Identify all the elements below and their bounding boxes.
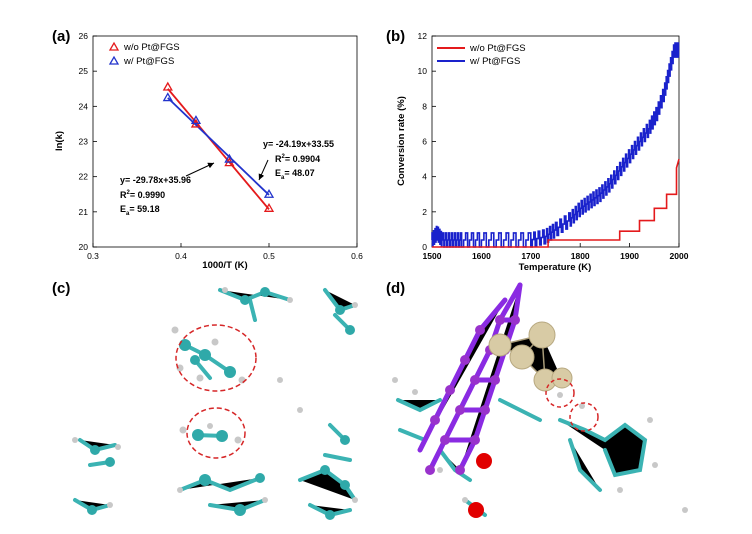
snapshot-d-pt-cluster [488,321,573,392]
chart-a: 20 21 22 23 24 25 26 0.3 0.4 0.5 0.6 1000/T (K) l… [54,31,363,271]
annotation-wo-arrow [185,162,215,177]
chart-b-xtick-label: 2000 [670,251,689,261]
fit-line-0 [167,88,270,210]
chart-b-xlabel: Temperature (K) [519,262,592,273]
legend-marker-w [108,55,120,65]
chart-a-ytick-label: 25 [79,66,89,76]
data-point-1 [190,115,202,125]
legend-label-w: w/ Pt@FGS [123,56,174,67]
legend-b-label-w: w/ Pt@FGS [469,56,520,67]
chart-b-xtick-label: 1700 [521,251,540,261]
chart-a-ytick-label: 24 [79,101,89,111]
chart-a-legend: w/o Pt@FGS w/ Pt@FGS [108,41,180,67]
fit-line-1 [167,97,270,196]
data-point-1 [224,153,235,163]
chart-b-lines [431,42,680,248]
chart-b-xtick-label: 1500 [423,251,442,261]
snapshot-c-atoms [87,287,355,520]
legend-marker-wo [108,41,120,51]
snapshot-d-oxygen-atoms [468,453,492,518]
chart-a-annotation-wo: y= -29.78x+35.96 R2= 0.9990 Ea= 59.18 [120,175,191,217]
chart-a-ytick-label: 23 [79,137,89,147]
annotation-wo-ea: Ea= 59.18 [120,204,160,217]
annotation-wo-eq: y= -29.78x+35.96 [120,175,191,185]
snapshot-c-background [70,282,364,528]
chart-a-xtick-label: 0.3 [87,251,99,261]
legend-b-label-wo: w/o Pt@FGS [469,43,526,54]
snapshot-c-hydrogens [72,287,358,508]
annotation-w-r2-val: = 0.9904 [285,154,320,164]
molecular-snapshot-d [392,282,697,528]
chart-b-ylabel: Conversion rate (%) [396,96,407,186]
annotation-w-arrow [258,159,269,181]
chart-b-legend: w/o Pt@FGS w/ Pt@FGS [437,43,526,67]
data-point-0 [162,81,173,91]
chart-b-ytick-label: 12 [418,31,428,41]
chart-b-yticks: 0 2 4 6 8 10 12 [418,31,436,252]
data-point-0 [263,203,275,212]
chart-a-ytick-label: 26 [79,31,89,41]
snapshot-d-background [393,282,697,528]
data-point-1 [162,92,173,102]
chart-b-ytick-label: 2 [422,207,427,217]
chart-b-xtick-label: 1600 [472,251,491,261]
panel-label-c: (c) [52,280,71,297]
chart-a-fit-lines [167,88,270,210]
chart-a-xtick-label: 0.5 [263,251,275,261]
chart-a-frame [92,35,358,248]
chart-a-xtick-label: 0.4 [175,251,187,261]
chart-b-xtick-label: 1900 [620,251,639,261]
highlight-circle-d-2 [569,402,599,432]
chart-a-ytick-label: 20 [79,242,89,252]
chart-a-annotation-w: y= -24.19x+33.55 R2= 0.9904 Ea= 48.07 [263,139,334,181]
chart-a-xtick-label: 0.6 [351,251,363,261]
chart-a-xlabel: 1000/T (K) [202,260,247,271]
annotation-w-eq: y= -24.19x+33.55 [263,139,334,149]
annotation-w-ea: Ea= 48.07 [275,168,315,181]
highlight-circle-c-1 [175,324,257,392]
data-point-1 [263,188,275,198]
panel-label-d: (d) [386,280,406,297]
chart-a-ytick-label: 22 [79,172,89,182]
molecular-snapshot-c [70,282,364,528]
annotation-wo-r2: R2= 0.9990 [120,190,165,200]
chart-a-xticks: 0.3 0.4 0.5 0.6 [87,243,363,261]
chart-b: 0 2 4 6 8 10 12 1500 1600 1700 1800 1900 2000 Tempe… [396,31,689,273]
chart-b-ytick-label: 6 [422,137,427,147]
annotation-w-r2: R2= 0.9904 [275,154,320,164]
legend-label-wo: w/o Pt@FGS [123,42,180,53]
snapshot-d-bonds [396,398,648,517]
chart-b-xtick-label: 1800 [571,251,590,261]
chart-a-points [162,81,275,212]
snapshot-d-hydrogens [392,377,688,513]
chart-a-ylabel: ln(k) [54,131,65,151]
chart-a-yticks: 20 21 22 23 24 25 26 [79,31,97,252]
highlight-circle-d-1 [545,378,575,408]
chart-b-ytick-label: 0 [422,242,427,252]
chart-b-ytick-label: 10 [418,66,428,76]
series-line-1 [431,42,680,248]
chart-b-ytick-label: 4 [422,172,427,182]
panel-label-a: (a) [52,28,71,45]
chart-b-ytick-label: 8 [422,101,427,111]
chart-a-ytick-label: 21 [79,207,89,217]
highlight-circle-c-2 [186,407,246,459]
panel-label-b: (b) [386,28,406,45]
series-line-0 [432,158,680,248]
